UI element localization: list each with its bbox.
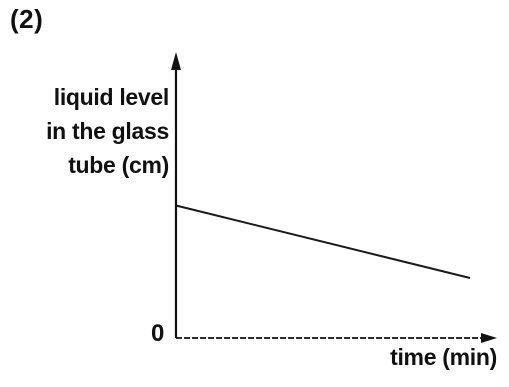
- x-axis-label: time (min): [390, 344, 497, 370]
- y-axis-label: liquid level in the glass tube (cm): [46, 80, 169, 182]
- x-axis-arrowhead: [481, 333, 497, 343]
- series-layer: [175, 204, 471, 279]
- y-axis-arrowhead: [171, 52, 181, 70]
- y-axis-label-line-1: liquid level: [53, 84, 170, 110]
- y-axis-label-line-3: tube (cm): [68, 152, 169, 178]
- origin-label: 0: [151, 320, 165, 347]
- y-axis-label-line-2: in the glass: [46, 118, 169, 144]
- figure-label: (2): [10, 4, 44, 34]
- series-line-1: [175, 204, 471, 279]
